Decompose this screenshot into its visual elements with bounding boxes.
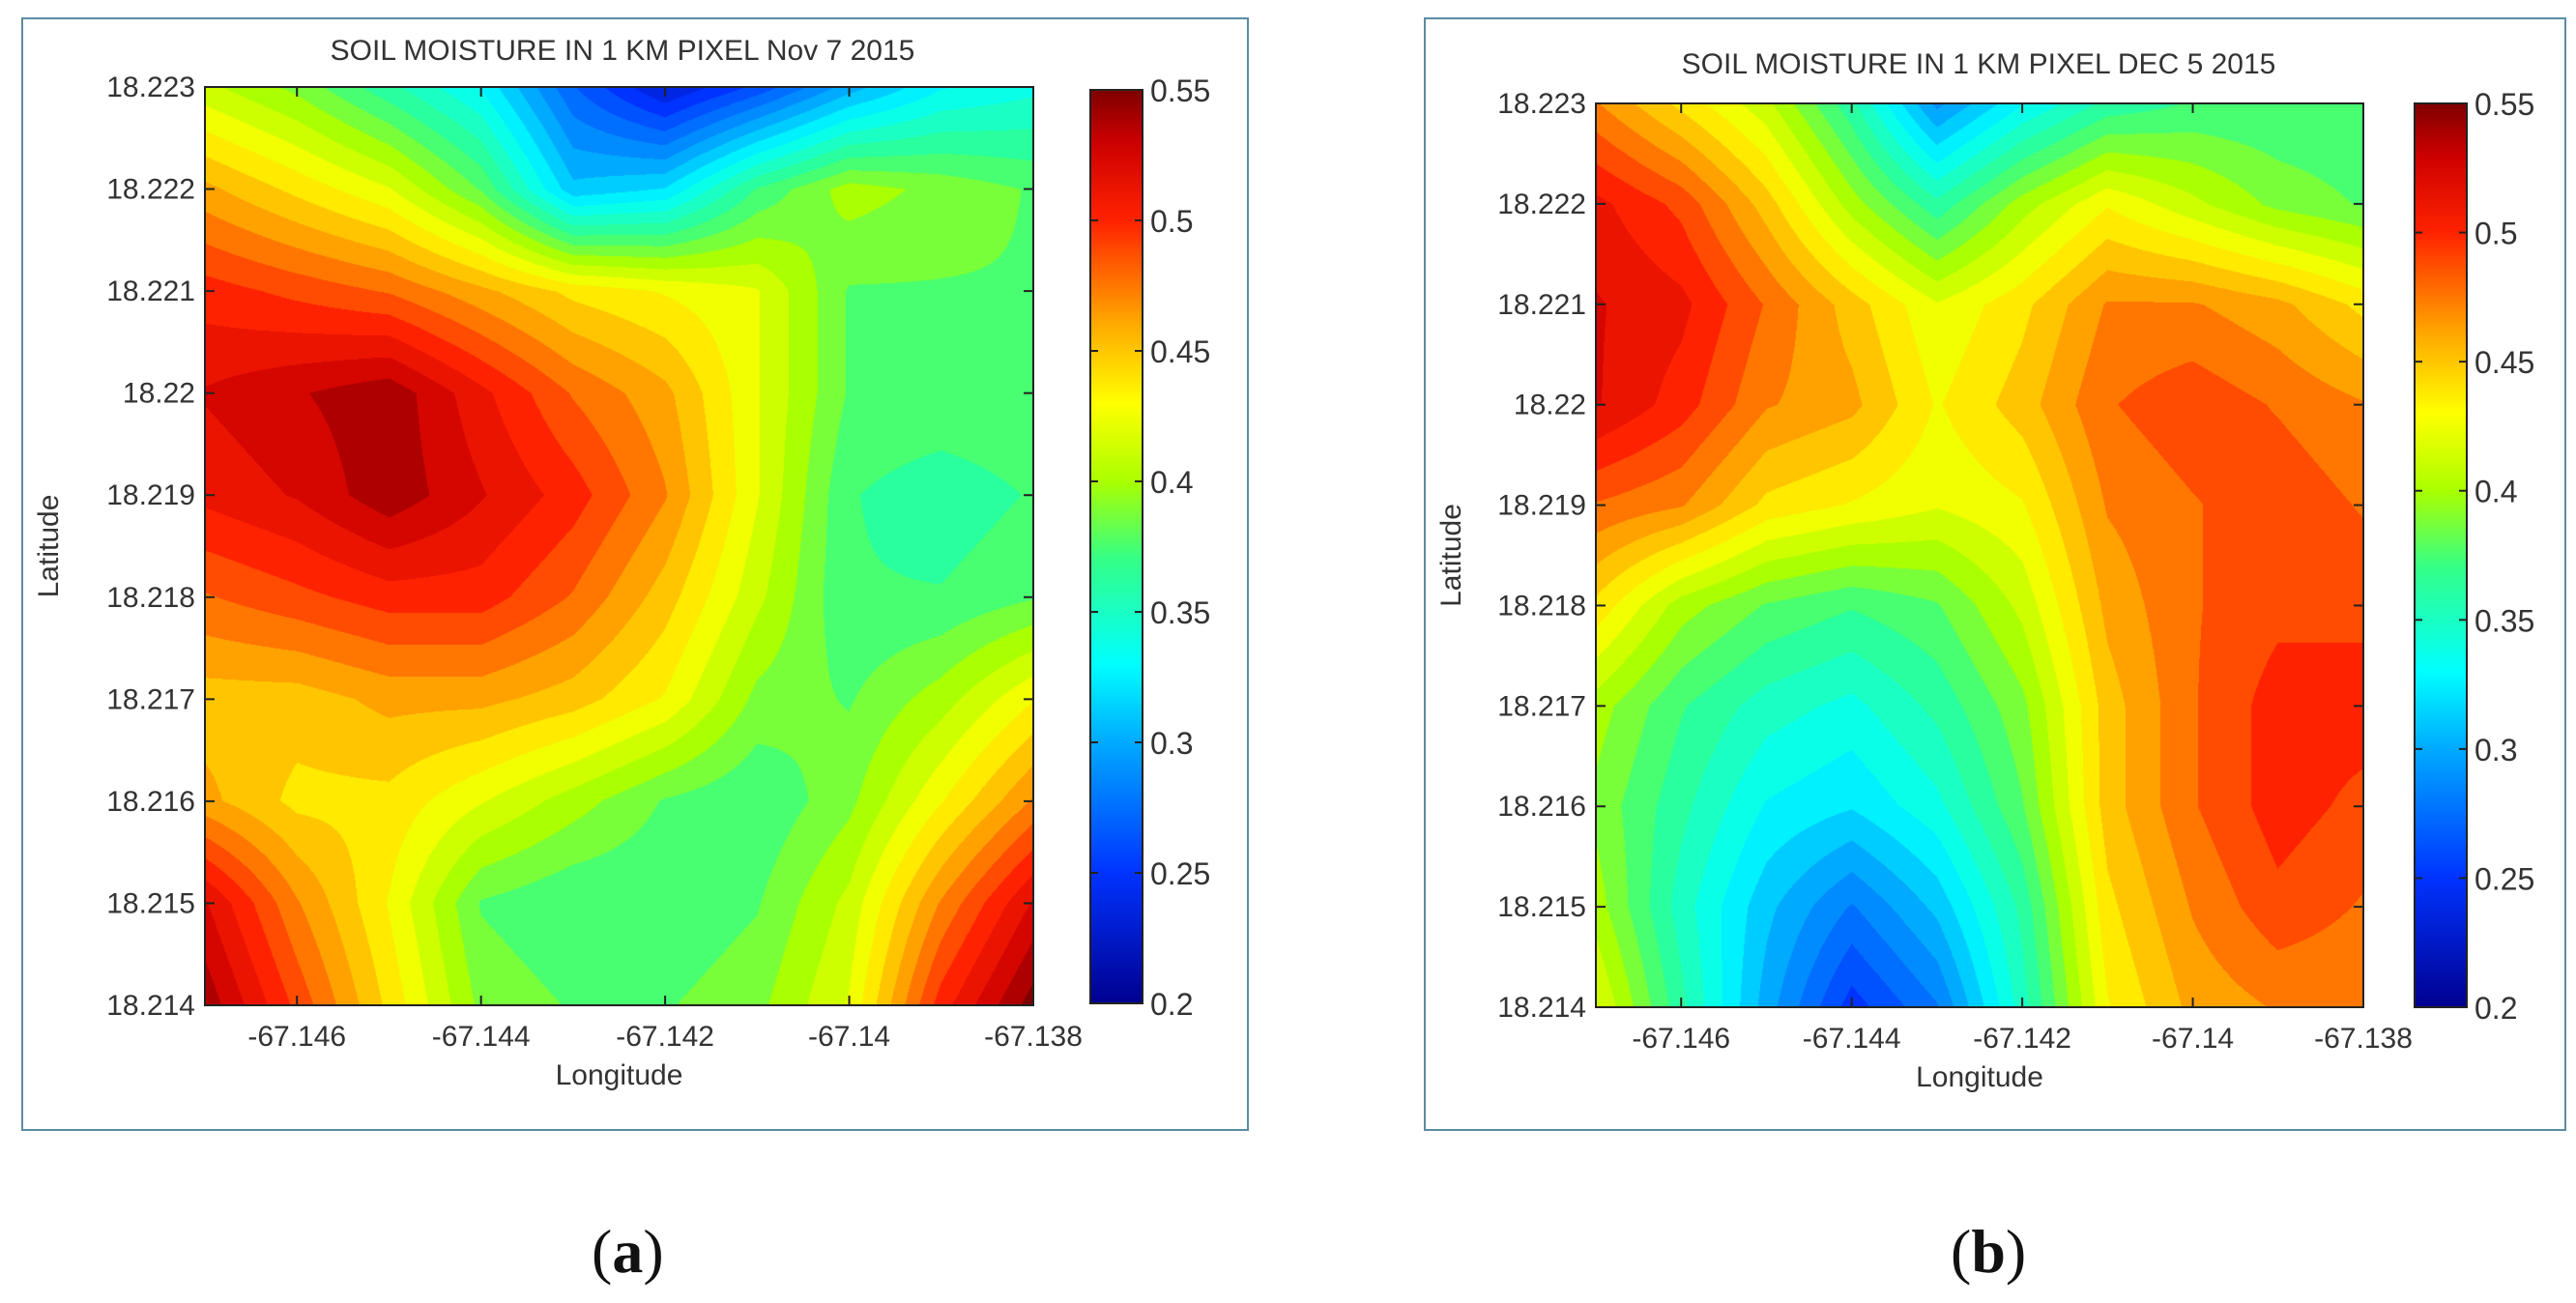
x-tick-label: -67.14 (808, 1021, 890, 1053)
panel-b: SOIL MOISTURE IN 1 KM PIXEL DEC 5 2015 -6… (1424, 17, 2566, 1131)
caption-a-letter: a (612, 1217, 644, 1286)
caption-b-letter: b (1971, 1217, 2006, 1286)
colorbar (1089, 89, 1143, 1004)
colorbar-tick-label: 0.3 (2475, 733, 2517, 767)
heatmap-canvas (205, 87, 1033, 1005)
y-tick-label: 18.217 (1497, 690, 1586, 722)
x-tick-label: -67.14 (2152, 1023, 2234, 1055)
y-tick-label: 18.222 (1497, 188, 1586, 220)
y-tick-label: 18.218 (1497, 590, 1586, 622)
y-axis-label: Latitude (33, 495, 65, 598)
x-tick-label: -67.146 (1632, 1023, 1730, 1055)
colorbar-tick-label: 0.55 (2475, 87, 2534, 122)
y-tick-label: 18.217 (106, 683, 195, 715)
heatmap-chart-b: SOIL MOISTURE IN 1 KM PIXEL DEC 5 2015 -6… (1435, 48, 2534, 1093)
y-tick-label: 18.218 (106, 582, 195, 614)
x-tick-label: -67.144 (1803, 1023, 1901, 1055)
colorbar-tick-label: 0.5 (2475, 217, 2517, 251)
colorbar-tick-label: 0.4 (2475, 475, 2517, 509)
y-tick-label: 18.219 (106, 479, 195, 511)
colorbar-tick-label: 0.35 (1150, 595, 1210, 630)
y-tick-label: 18.221 (1497, 289, 1586, 321)
x-tick-label: -67.138 (2314, 1023, 2413, 1055)
heatmap-field (205, 87, 1033, 1005)
colorbar-tick-label: 0.25 (2475, 861, 2534, 896)
y-tick-label: 18.215 (106, 887, 195, 919)
x-tick-label: -67.144 (432, 1021, 531, 1053)
y-tick-label: 18.214 (106, 990, 195, 1022)
x-tick-label: -67.142 (616, 1021, 714, 1053)
x-axis-label: Longitude (556, 1059, 683, 1091)
colorbar-tick-label: 0.2 (1150, 987, 1193, 1022)
colorbar-tick-label: 0.25 (1150, 856, 1210, 891)
y-tick-label: 18.219 (1497, 490, 1586, 522)
colorbar-tick-label: 0.2 (2475, 991, 2517, 1026)
y-tick-label: 18.223 (106, 72, 195, 103)
x-tick-label: -67.146 (247, 1021, 346, 1053)
colorbar (2414, 102, 2468, 1008)
colorbar-tick-label: 0.3 (1150, 726, 1193, 761)
y-tick-label: 18.222 (106, 174, 195, 206)
y-axis-label: Latitude (1435, 504, 1467, 607)
y-tick-label: 18.22 (123, 378, 195, 410)
panel-a: SOIL MOISTURE IN 1 KM PIXEL Nov 7 2015 -6… (21, 17, 1249, 1131)
chart-title: SOIL MOISTURE IN 1 KM PIXEL Nov 7 2015 (331, 35, 915, 67)
caption-a: (a) (592, 1217, 664, 1286)
heatmap-canvas (1596, 103, 2363, 1007)
colorbar-tick-label: 0.45 (1150, 334, 1210, 369)
y-tick-label: 18.221 (106, 275, 195, 307)
colorbar-tick-label: 0.55 (1150, 73, 1210, 108)
y-tick-label: 18.22 (1514, 390, 1586, 421)
heatmap-field (1596, 103, 2363, 1007)
y-tick-label: 18.215 (1497, 891, 1586, 923)
chart-title: SOIL MOISTURE IN 1 KM PIXEL DEC 5 2015 (1682, 48, 2276, 80)
y-tick-label: 18.216 (106, 786, 195, 818)
y-tick-label: 18.223 (1497, 88, 1586, 120)
y-tick-label: 18.216 (1497, 791, 1586, 823)
caption-b: (b) (1951, 1217, 2027, 1286)
y-tick-label: 18.214 (1497, 992, 1586, 1024)
colorbar-tick-label: 0.35 (2475, 603, 2534, 638)
colorbar-tick-label: 0.45 (2475, 345, 2534, 380)
x-tick-label: -67.142 (1973, 1023, 2071, 1055)
plot-frame (1595, 102, 2364, 1008)
plot-frame (204, 86, 1034, 1006)
colorbar-tick-label: 0.5 (1150, 204, 1193, 239)
x-axis-label: Longitude (1916, 1061, 2043, 1093)
heatmap-chart-a: SOIL MOISTURE IN 1 KM PIXEL Nov 7 2015 -6… (33, 35, 1210, 1091)
colorbar-tick-label: 0.4 (1150, 465, 1193, 500)
x-tick-label: -67.138 (984, 1021, 1083, 1053)
